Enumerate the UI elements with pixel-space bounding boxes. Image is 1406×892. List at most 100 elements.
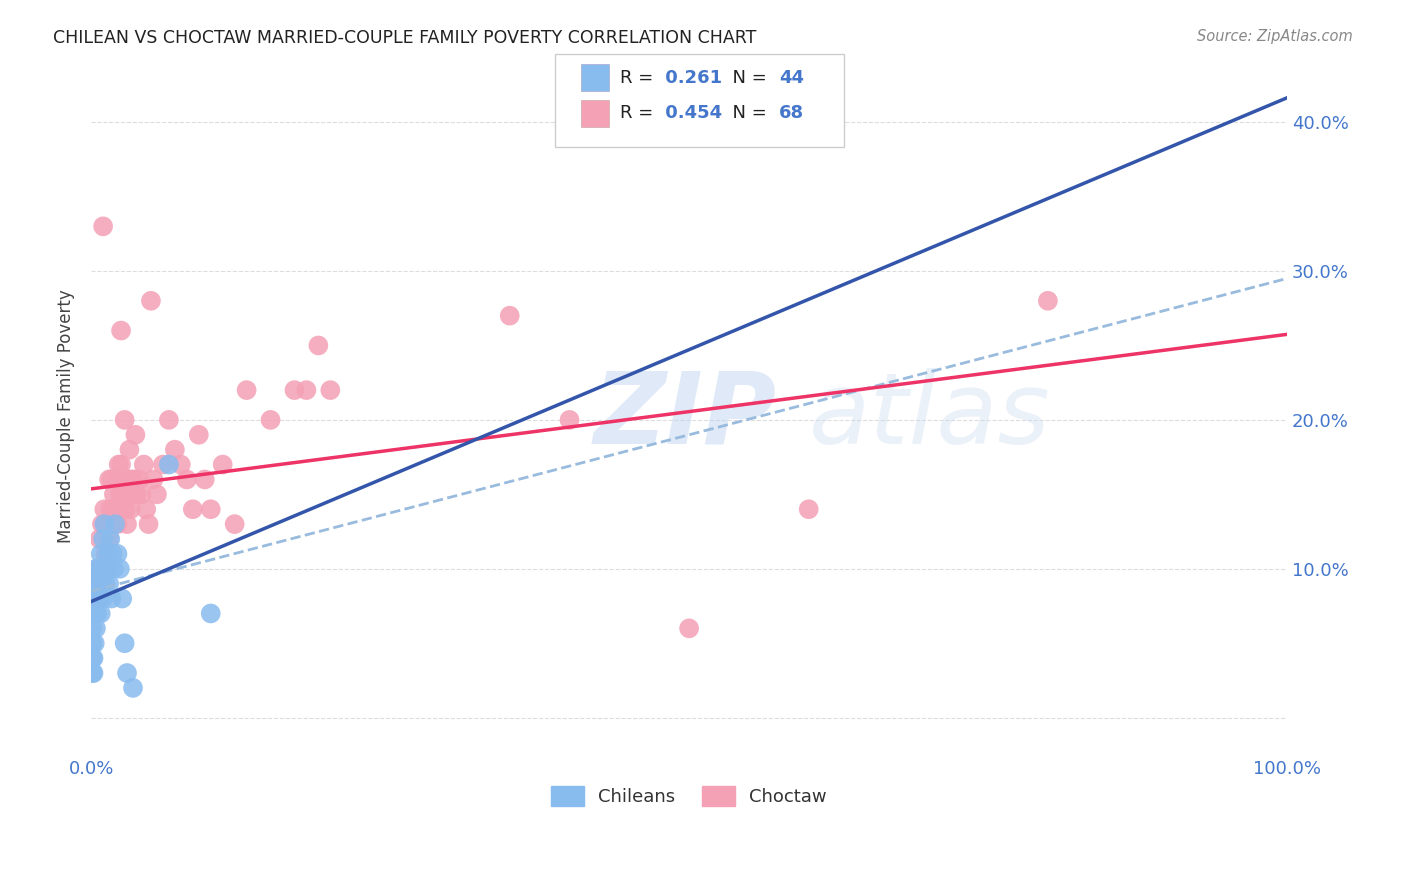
Point [1036, 293, 1059, 308]
Point [90, 607, 112, 621]
Point [104, 517, 127, 532]
Point [82, 651, 104, 665]
Point [98, 502, 121, 516]
Point [84, 576, 107, 591]
Point [118, 442, 141, 457]
Point [90, 547, 112, 561]
Point [86, 591, 108, 606]
Point [103, 487, 125, 501]
Point [103, 562, 125, 576]
Point [98, 532, 121, 546]
Point [135, 502, 157, 516]
Point [100, 473, 122, 487]
Text: 68: 68 [779, 104, 804, 122]
Point [211, 458, 233, 472]
Point [111, 502, 134, 516]
Point [89, 591, 111, 606]
Point [200, 607, 222, 621]
Point [128, 473, 150, 487]
Point [101, 547, 124, 561]
Point [86, 576, 108, 591]
Point [94, 547, 117, 561]
Point [117, 473, 139, 487]
Point [110, 458, 132, 472]
Point [100, 591, 122, 606]
Point [105, 473, 128, 487]
Point [132, 458, 155, 472]
Point [122, 487, 145, 501]
Point [152, 458, 174, 472]
Point [86, 562, 108, 576]
Point [110, 324, 132, 338]
Point [87, 562, 110, 576]
Point [93, 502, 115, 516]
Point [83, 607, 105, 621]
Point [797, 502, 820, 516]
Point [146, 487, 169, 501]
Point [295, 383, 318, 397]
Point [94, 576, 117, 591]
Point [114, 502, 136, 516]
Text: Source: ZipAtlas.com: Source: ZipAtlas.com [1197, 29, 1353, 44]
Point [139, 293, 162, 308]
Point [83, 576, 105, 591]
Text: atlas: atlas [808, 368, 1050, 465]
Point [200, 502, 222, 516]
Point [678, 621, 700, 635]
Point [104, 502, 127, 516]
Text: N =: N = [721, 104, 773, 122]
Point [86, 607, 108, 621]
Y-axis label: Married-Couple Family Poverty: Married-Couple Family Poverty [58, 289, 75, 543]
Point [82, 636, 104, 650]
Point [115, 517, 138, 532]
Point [114, 413, 136, 427]
Point [91, 562, 114, 576]
Point [125, 487, 148, 501]
Point [163, 442, 186, 457]
Point [83, 651, 105, 665]
Point [83, 665, 105, 680]
Point [187, 427, 209, 442]
Point [176, 473, 198, 487]
Point [157, 413, 180, 427]
Point [91, 219, 114, 234]
Legend: Chileans, Choctaw: Chileans, Choctaw [544, 779, 834, 814]
Point [98, 532, 121, 546]
Point [235, 383, 257, 397]
Point [84, 591, 107, 606]
Point [82, 621, 104, 635]
Point [138, 517, 160, 532]
Point [121, 473, 143, 487]
Point [96, 562, 118, 576]
Point [87, 591, 110, 606]
Point [120, 502, 142, 516]
Point [259, 413, 281, 427]
Point [82, 665, 104, 680]
Point [115, 665, 138, 680]
Point [558, 413, 581, 427]
Point [142, 473, 165, 487]
Point [122, 681, 145, 695]
Point [89, 576, 111, 591]
Point [283, 383, 305, 397]
Point [107, 458, 129, 472]
Point [93, 517, 115, 532]
Point [157, 458, 180, 472]
Point [91, 532, 114, 546]
Point [194, 473, 217, 487]
Point [91, 591, 114, 606]
Point [98, 576, 121, 591]
Point [91, 576, 114, 591]
Point [108, 487, 131, 501]
Point [90, 517, 112, 532]
Point [319, 383, 342, 397]
Point [101, 502, 124, 516]
Text: CHILEAN VS CHOCTAW MARRIED-COUPLE FAMILY POVERTY CORRELATION CHART: CHILEAN VS CHOCTAW MARRIED-COUPLE FAMILY… [53, 29, 756, 46]
Point [89, 532, 111, 546]
Point [307, 338, 329, 352]
Text: ZIP: ZIP [593, 368, 776, 465]
Point [170, 458, 193, 472]
Point [114, 636, 136, 650]
Point [83, 591, 105, 606]
Point [107, 517, 129, 532]
